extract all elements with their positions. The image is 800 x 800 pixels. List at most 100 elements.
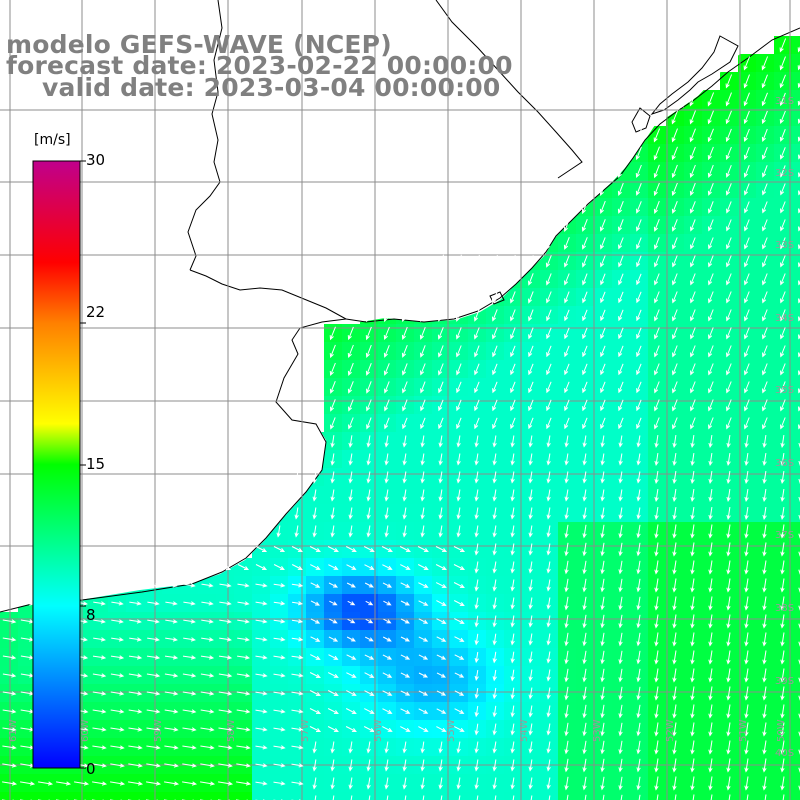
wind-arrow	[328, 582, 339, 588]
wind-arrow	[492, 579, 497, 592]
wind-arrow	[492, 309, 498, 322]
wind-arrow	[200, 691, 215, 696]
wind-arrow	[364, 654, 375, 660]
wind-arrow	[725, 74, 733, 89]
wind-arrow	[779, 147, 786, 160]
wind-cell	[252, 792, 270, 800]
wind-cell	[792, 576, 800, 594]
wind-arrow	[761, 147, 768, 160]
wind-arrow	[329, 344, 336, 359]
wind-cell	[216, 792, 234, 800]
wind-arrow	[654, 327, 660, 340]
wind-arrow	[690, 345, 696, 358]
wind-arrow	[383, 290, 390, 305]
wind-arrow	[672, 542, 677, 557]
wind-arrow	[744, 560, 749, 575]
wind-arrow	[744, 489, 749, 503]
wind-arrow	[384, 435, 389, 448]
wind-arrow	[726, 435, 731, 449]
wind-arrow	[291, 673, 304, 678]
wind-cell	[666, 792, 684, 800]
wind-arrow	[474, 327, 480, 340]
wind-arrow	[564, 686, 569, 701]
wind-arrow	[780, 722, 785, 737]
wind-arrow	[364, 690, 375, 696]
wind-arrow	[744, 345, 750, 358]
wind-arrow	[400, 600, 411, 606]
wind-arrow	[636, 740, 641, 755]
wind-arrow	[437, 290, 444, 305]
wind-arrow	[726, 740, 731, 755]
lon-label: 58W	[226, 719, 237, 742]
wind-arrow	[617, 201, 624, 214]
wind-arrow	[147, 583, 160, 588]
wind-arrow	[636, 291, 642, 304]
wind-arrow	[618, 668, 623, 683]
wind-arrow	[492, 561, 497, 574]
wind-arrow	[366, 507, 371, 520]
wind-arrow	[147, 637, 160, 642]
wind-arrow	[309, 546, 321, 553]
wind-arrow	[726, 722, 731, 737]
wind-arrow	[708, 327, 714, 340]
wind-arrow	[654, 524, 659, 539]
wind-arrow	[618, 417, 624, 430]
wind-arrow	[182, 655, 197, 660]
wind-arrow	[690, 668, 695, 683]
wind-arrow	[672, 237, 678, 250]
wind-arrow	[219, 601, 232, 606]
wind-cell	[792, 774, 800, 792]
wind-arrow	[618, 650, 623, 665]
wind-arrow	[348, 759, 353, 772]
wind-arrow	[330, 759, 335, 772]
wind-arrow	[528, 759, 533, 772]
wind-arrow	[383, 326, 390, 341]
wind-arrow	[546, 705, 551, 718]
wind-arrow	[671, 128, 678, 143]
wind-arrow	[672, 758, 677, 773]
wind-arrow	[798, 442, 800, 449]
wind-arrow	[672, 686, 677, 701]
wind-arrow	[510, 417, 516, 430]
wind-arrow	[110, 781, 126, 786]
wind-cell	[792, 504, 800, 522]
wind-arrow	[237, 619, 250, 624]
wind-arrow	[744, 722, 749, 737]
wind-arrow	[564, 327, 570, 340]
wind-cell	[198, 792, 216, 800]
wind-arrow	[564, 363, 570, 376]
wind-cell	[792, 684, 800, 702]
wind-cell	[792, 234, 800, 252]
wind-cell	[648, 792, 666, 800]
wind-arrow	[510, 471, 515, 484]
wind-arrow	[726, 399, 732, 412]
wind-arrow	[744, 273, 750, 286]
wind-arrow	[582, 507, 587, 520]
wind-arrow	[546, 309, 552, 322]
wind-cell	[792, 630, 800, 648]
wind-arrow	[564, 273, 570, 286]
wind-arrow	[347, 344, 354, 359]
land-area	[0, 270, 360, 612]
wind-arrow	[744, 758, 749, 773]
wind-arrow	[564, 453, 569, 466]
wind-arrow	[182, 727, 197, 732]
wind-arrow	[636, 542, 641, 557]
wind-arrow	[528, 363, 534, 376]
wind-arrow	[708, 291, 714, 304]
wind-arrow	[437, 254, 444, 269]
wind-arrow	[384, 525, 389, 538]
wind-arrow	[456, 741, 461, 754]
wind-arrow	[218, 727, 233, 732]
wind-cell	[792, 522, 800, 540]
wind-arrow	[236, 709, 251, 714]
wind-arrow	[345, 546, 357, 553]
wind-arrow	[219, 564, 232, 570]
wind-arrow	[564, 309, 570, 322]
wind-arrow	[671, 110, 679, 125]
wind-arrow	[708, 417, 714, 430]
wind-arrow	[364, 672, 375, 678]
wind-arrow	[725, 128, 732, 143]
wind-arrow	[690, 560, 695, 575]
wind-arrow	[456, 525, 461, 538]
